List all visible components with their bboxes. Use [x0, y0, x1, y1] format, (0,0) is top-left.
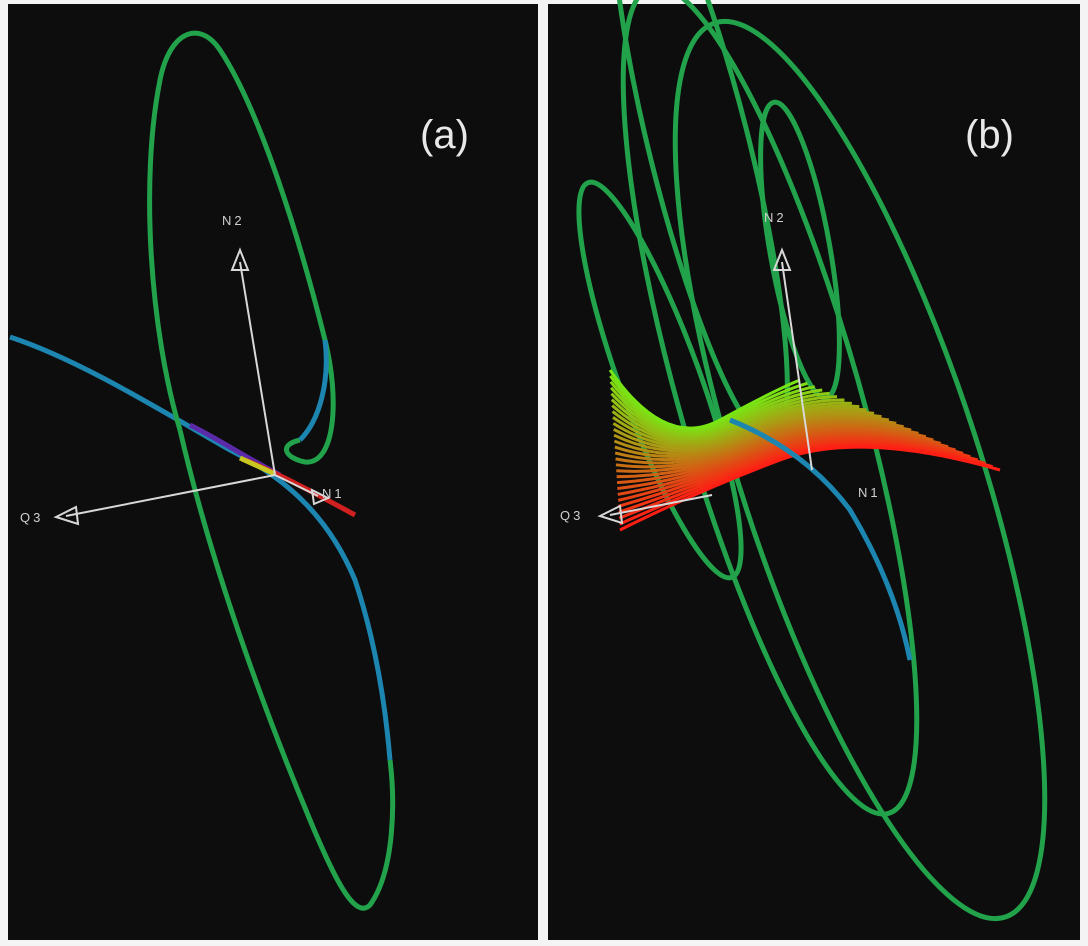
- panel-label: (a): [420, 113, 469, 157]
- panel-a: (a) N2 Q3 N1: [8, 4, 538, 940]
- panel-b: (b) N2 Q3 N1: [548, 0, 1088, 946]
- axis-label: N1: [858, 485, 881, 500]
- axis-label: Q3: [560, 508, 583, 523]
- panel-label: (b): [965, 113, 1014, 157]
- axis-label: N2: [222, 213, 245, 228]
- axis-label: N2: [764, 210, 787, 225]
- axis-label: N1: [322, 486, 345, 501]
- figure: (a) N2 Q3 N1 (b) N2 Q3 N1: [0, 0, 1088, 946]
- axis-label: Q3: [20, 510, 43, 525]
